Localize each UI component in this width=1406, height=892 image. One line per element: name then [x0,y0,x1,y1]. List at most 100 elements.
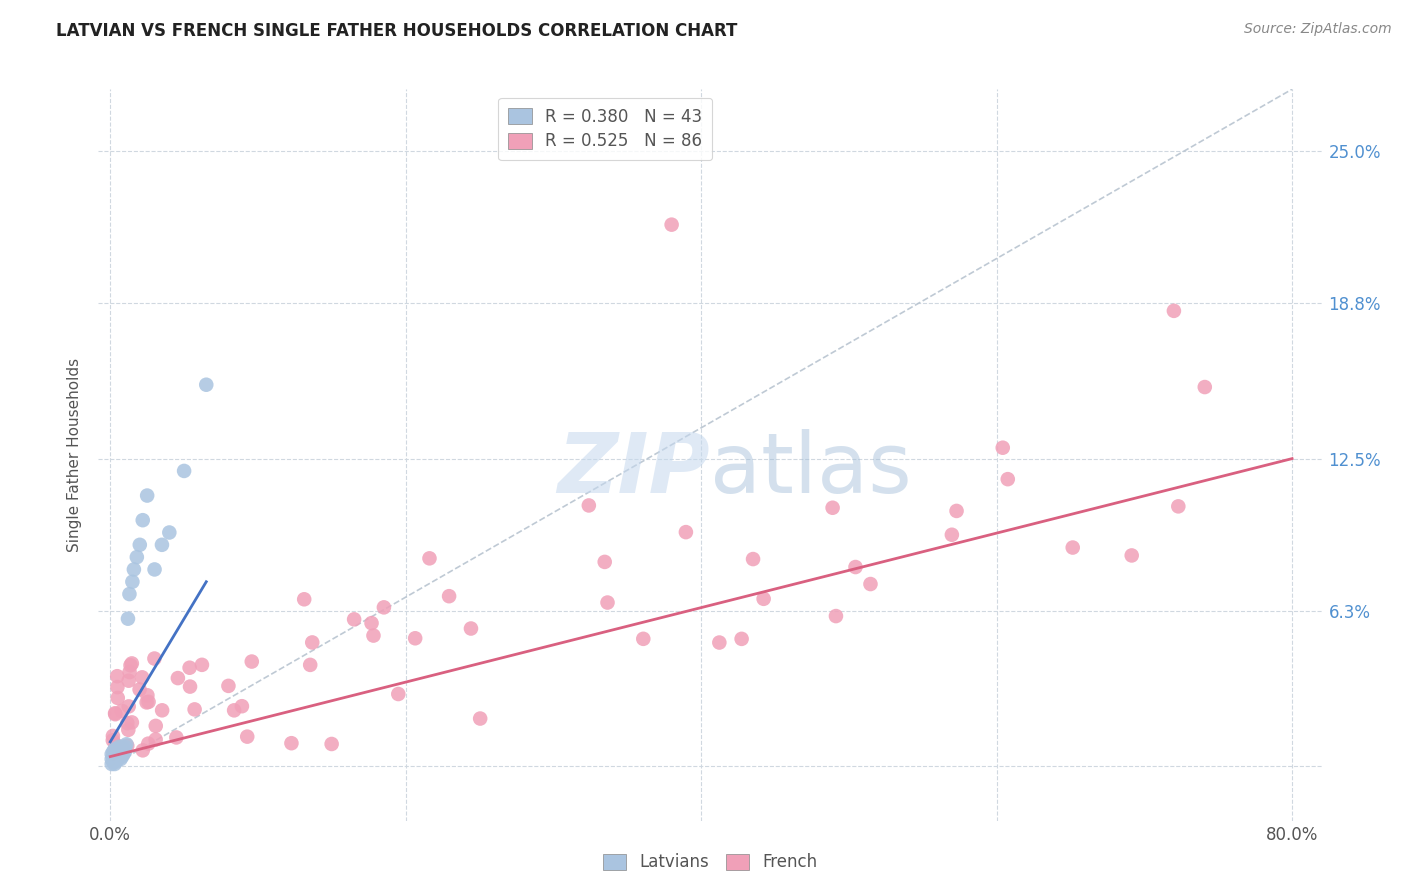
Point [195,377,218,392]
Point [418,551,440,566]
Point [103,745,125,759]
Point [110,747,132,761]
Point [633,632,655,646]
Point [118,665,141,679]
Point [114,745,136,759]
Point [437,589,460,603]
Point [150,703,173,717]
Point [131,670,153,684]
Point [742,552,765,566]
Point [991,441,1014,455]
Point [231,699,253,714]
Point [167,671,190,685]
Point [120,658,142,673]
Point [470,712,492,726]
Point [301,635,323,649]
Point [844,560,866,574]
Point [100,752,122,766]
Point [108,740,131,755]
Point [101,733,124,747]
Point [111,704,134,718]
Point [108,749,131,764]
Point [941,528,963,542]
Point [179,680,201,694]
Point [1121,549,1143,563]
Point [117,612,139,626]
Point [157,525,180,540]
Point [136,737,159,751]
Point [112,747,135,761]
Point [114,739,136,754]
Point [107,690,129,705]
Point [121,574,143,589]
Point [578,499,600,513]
Point [103,755,125,769]
Point [280,736,302,750]
Point [111,745,134,759]
Point [108,745,131,759]
Point [118,587,141,601]
Point [122,562,145,576]
Point [173,464,195,478]
Point [110,752,132,766]
Point [100,747,122,761]
Point [373,600,395,615]
Point [709,635,731,649]
Point [191,657,214,672]
Point [945,504,967,518]
Legend: Latvians, French: Latvians, French [596,847,824,878]
Point [145,719,167,733]
Point [593,555,616,569]
Point [404,632,426,646]
Point [132,513,155,527]
Point [150,538,173,552]
Point [825,609,848,624]
Point [103,747,125,761]
Point [118,673,141,688]
Point [132,743,155,757]
Point [107,752,129,766]
Point [143,562,166,576]
Point [105,749,128,764]
Point [103,749,125,764]
Point [224,703,246,717]
Point [104,738,127,752]
Point [363,629,385,643]
Point [125,550,148,565]
Point [1163,303,1185,318]
Point [104,752,127,766]
Point [104,706,127,721]
Text: ZIP: ZIP [557,429,710,510]
Point [136,489,159,503]
Point [136,688,159,702]
Point [675,525,697,540]
Text: atlas: atlas [710,429,911,510]
Point [112,742,135,756]
Point [859,577,882,591]
Point [1167,500,1189,514]
Point [117,723,139,737]
Point [240,655,263,669]
Point [135,695,157,709]
Text: Source: ZipAtlas.com: Source: ZipAtlas.com [1244,22,1392,37]
Point [101,729,124,743]
Point [143,651,166,665]
Point [217,679,239,693]
Point [997,472,1019,486]
Point [387,687,409,701]
Point [107,742,129,756]
Point [321,737,343,751]
Point [107,747,129,761]
Point [1062,541,1084,555]
Point [292,592,315,607]
Point [117,716,139,731]
Point [821,500,844,515]
Point [115,737,138,751]
Y-axis label: Single Father Households: Single Father Households [67,358,83,552]
Point [1194,380,1216,394]
Point [661,218,683,232]
Point [121,715,143,730]
Point [128,682,150,697]
Point [111,749,134,764]
Point [752,591,775,606]
